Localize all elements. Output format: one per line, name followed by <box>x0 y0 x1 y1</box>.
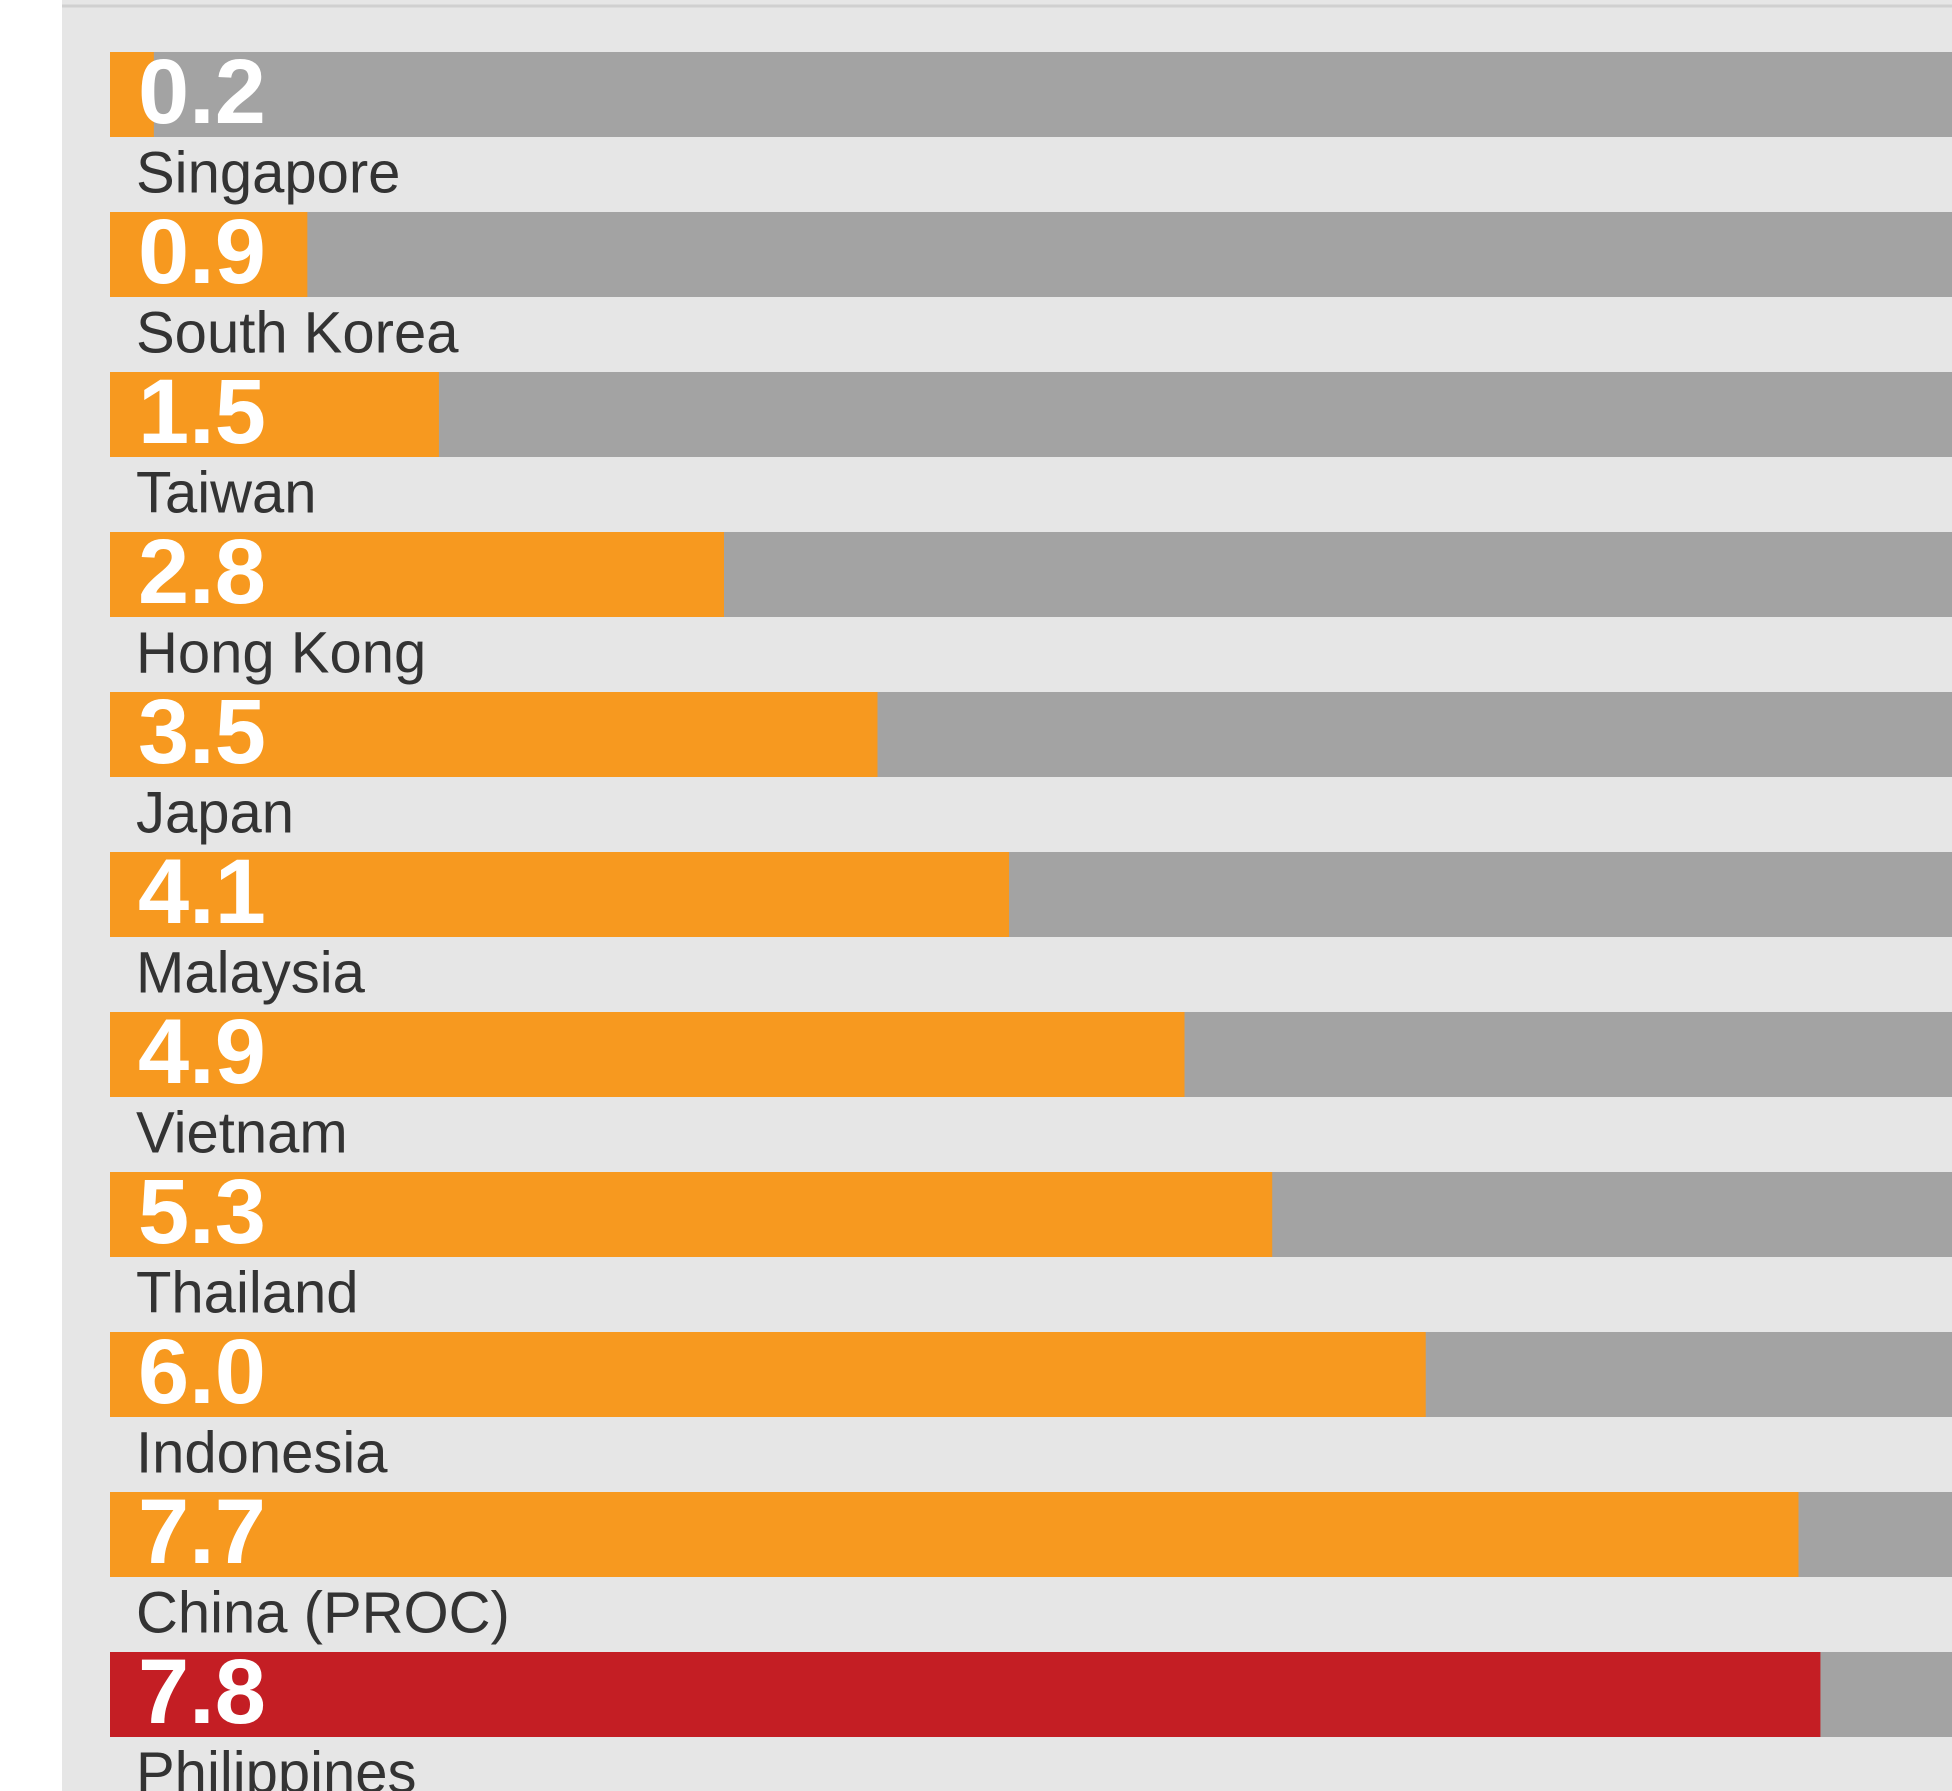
bar <box>110 532 724 617</box>
track <box>110 212 1952 297</box>
category-label: Singapore <box>136 140 400 205</box>
category-label: Thailand <box>136 1260 358 1325</box>
bar <box>110 692 878 777</box>
bar <box>110 52 154 137</box>
bar <box>110 212 308 297</box>
value-label: 3.5 <box>138 681 266 783</box>
category-label: Hong Kong <box>136 620 426 685</box>
bar <box>110 1492 1799 1577</box>
value-label: 7.8 <box>138 1641 266 1743</box>
category-label: Indonesia <box>136 1420 388 1485</box>
bar <box>110 1012 1185 1097</box>
category-label: Taiwan <box>136 460 317 525</box>
value-label: 1.5 <box>138 361 266 463</box>
bar <box>110 1172 1273 1257</box>
bar <box>110 852 1010 937</box>
category-label: Vietnam <box>136 1100 348 1165</box>
value-label: 2.8 <box>138 521 266 623</box>
bar <box>110 1652 1821 1737</box>
category-label: Malaysia <box>136 940 366 1005</box>
value-label: 5.3 <box>138 1161 266 1263</box>
bar <box>110 372 439 457</box>
value-label: 4.1 <box>138 841 266 943</box>
category-label: China (PROC) <box>136 1580 510 1645</box>
category-label: South Korea <box>136 300 459 365</box>
category-label: Philippines <box>136 1740 417 1791</box>
bar <box>110 1332 1426 1417</box>
value-label: 0.2 <box>138 41 266 143</box>
track <box>110 52 1952 137</box>
value-label: 6.0 <box>138 1321 266 1423</box>
value-label: 4.9 <box>138 1001 266 1103</box>
value-label: 0.9 <box>138 201 266 303</box>
value-label: 7.7 <box>138 1481 266 1583</box>
category-label: Japan <box>136 780 294 845</box>
